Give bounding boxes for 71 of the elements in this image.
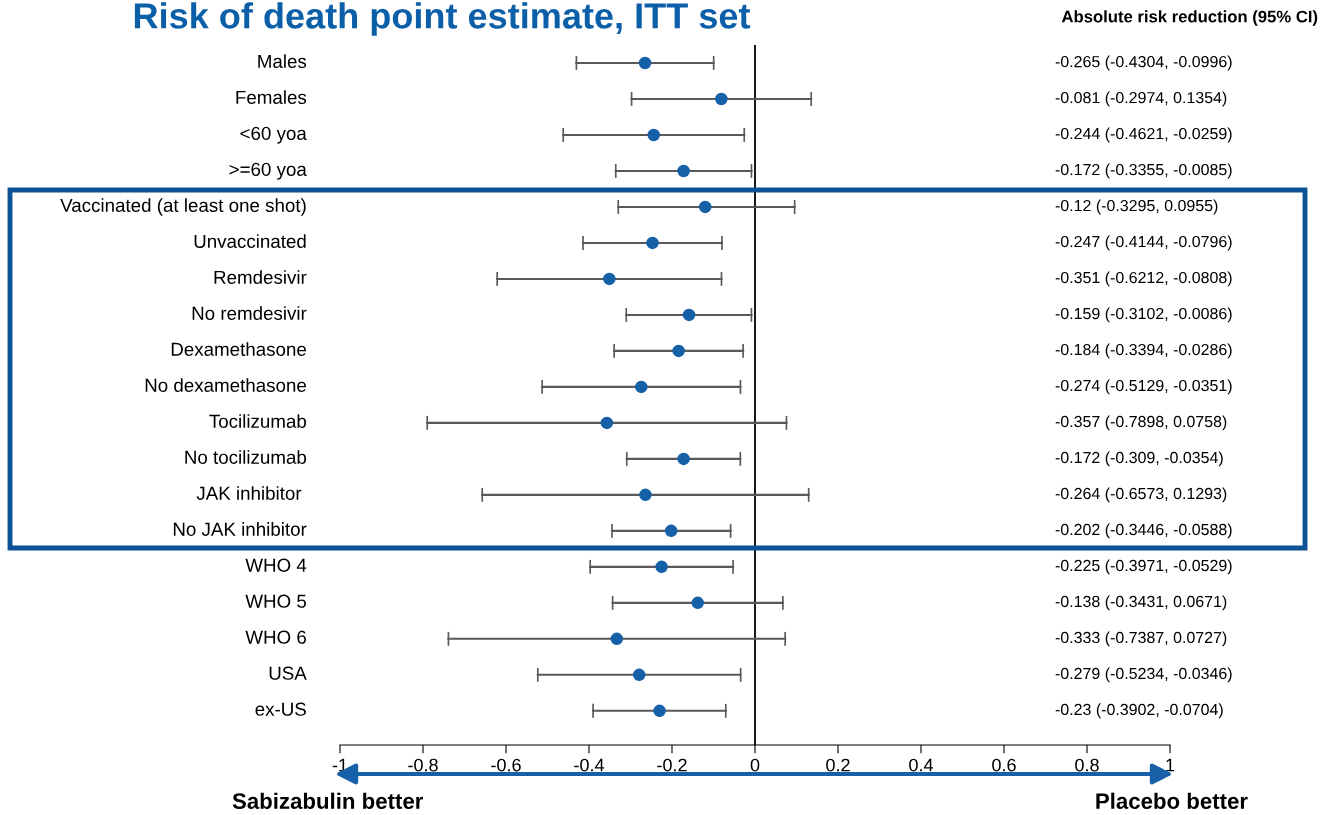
y-tick-label: WHO 4	[245, 558, 307, 572]
annotation: -0.264 (-0.6573, 0.1293)	[1055, 487, 1227, 503]
x-tick-label: -0.4	[574, 758, 605, 772]
point	[677, 164, 690, 178]
point	[600, 416, 614, 430]
point	[664, 524, 678, 538]
point	[632, 668, 646, 682]
point	[715, 92, 728, 106]
point	[691, 596, 704, 610]
annotation: -0.138 (-0.3431, 0.0671)	[1055, 595, 1227, 611]
x-tick-label: 0.8	[1075, 758, 1099, 772]
y-tick-label: Vaccinated (at least one shot)	[60, 198, 306, 216]
y-tick-label: <60 yoa	[240, 126, 307, 144]
x-tick-label: 0.2	[826, 758, 850, 772]
annotation: -0.265 (-0.4304, -0.0996)	[1055, 55, 1232, 71]
annotation: -0.357 (-0.7898, 0.0758)	[1055, 415, 1227, 431]
x-tick-label: -0.6	[491, 758, 521, 772]
x-tick-label: -0.8	[408, 758, 438, 772]
x-tick-label: 0	[750, 758, 760, 772]
point	[653, 704, 666, 718]
x-tick-label: 1	[1166, 758, 1175, 772]
y-tick-label: WHO 5	[245, 594, 307, 608]
x-tick-label: -0.2	[657, 758, 687, 772]
y-tick-label: USA	[269, 666, 307, 680]
y-tick-label: >=60 yoa	[229, 162, 307, 180]
y-tick-label: No JAK inhibitor	[173, 522, 307, 536]
chart-title: Risk of death point estimate, ITT set	[134, 2, 751, 36]
x-tick-label: 0.4	[909, 758, 934, 772]
text: Sabizabulin better	[232, 792, 424, 809]
annotation: -0.333 (-0.7387, 0.0727)	[1055, 631, 1227, 647]
point	[647, 128, 660, 142]
annotation: -0.244 (-0.4621, -0.0259)	[1055, 127, 1232, 143]
y-tick-label: Females	[236, 90, 307, 105]
point	[638, 56, 652, 70]
annotation: -0.351 (-0.6212, -0.0808)	[1055, 271, 1232, 287]
point	[639, 488, 652, 502]
text: Absolute risk reduction (95% CI)	[1061, 10, 1318, 26]
annotation: -0.172 (-0.309, -0.0354)	[1055, 451, 1223, 467]
y-tick-label: Dexamethasone	[171, 342, 306, 356]
point	[635, 380, 648, 394]
annotation: -0.247 (-0.4144, -0.0796)	[1055, 235, 1232, 251]
y-tick-label: WHO 6	[245, 630, 306, 644]
y-tick-label: Unvaccinated	[194, 234, 306, 248]
annotation: -0.202 (-0.3446, -0.0588)	[1055, 523, 1232, 539]
annotation: -0.172 (-0.3355, -0.0085)	[1055, 163, 1232, 179]
y-tick-label: Tocilizumab	[209, 414, 307, 428]
point	[672, 344, 685, 358]
annotation: -0.274 (-0.5129, -0.0351)	[1055, 379, 1232, 395]
point	[677, 452, 690, 466]
annotation: -0.225 (-0.3971, -0.0529)	[1055, 559, 1232, 575]
annotation: -0.159 (-0.3102, -0.0086)	[1055, 307, 1232, 323]
annotation: -0.081 (-0.2974, 0.1354)	[1055, 91, 1227, 107]
point	[646, 236, 659, 250]
annotation: -0.12 (-0.3295, 0.0955)	[1055, 199, 1218, 215]
annotation: -0.279 (-0.5234, -0.0346)	[1055, 667, 1232, 683]
text: Placebo better	[1096, 792, 1248, 809]
y-tick-label: ex-US	[255, 702, 306, 716]
point	[603, 272, 616, 286]
y-tick-label: No tocilizumab	[185, 450, 307, 464]
y-tick-label: JAK inhibitor	[196, 486, 302, 500]
point	[655, 560, 668, 574]
annotation: -0.184 (-0.3394, -0.0286)	[1055, 343, 1232, 359]
x-tick-label: 0.6	[992, 758, 1016, 772]
y-tick-label: Remdesivir	[214, 270, 307, 284]
annotation: -0.23 (-0.3902, -0.0704)	[1055, 703, 1223, 719]
point	[682, 308, 696, 322]
point	[610, 632, 624, 646]
y-tick-label: Males	[258, 54, 307, 69]
y-tick-label: No dexamethasone	[145, 378, 306, 392]
point	[698, 200, 712, 214]
y-tick-label: No remdesivir	[192, 306, 307, 320]
